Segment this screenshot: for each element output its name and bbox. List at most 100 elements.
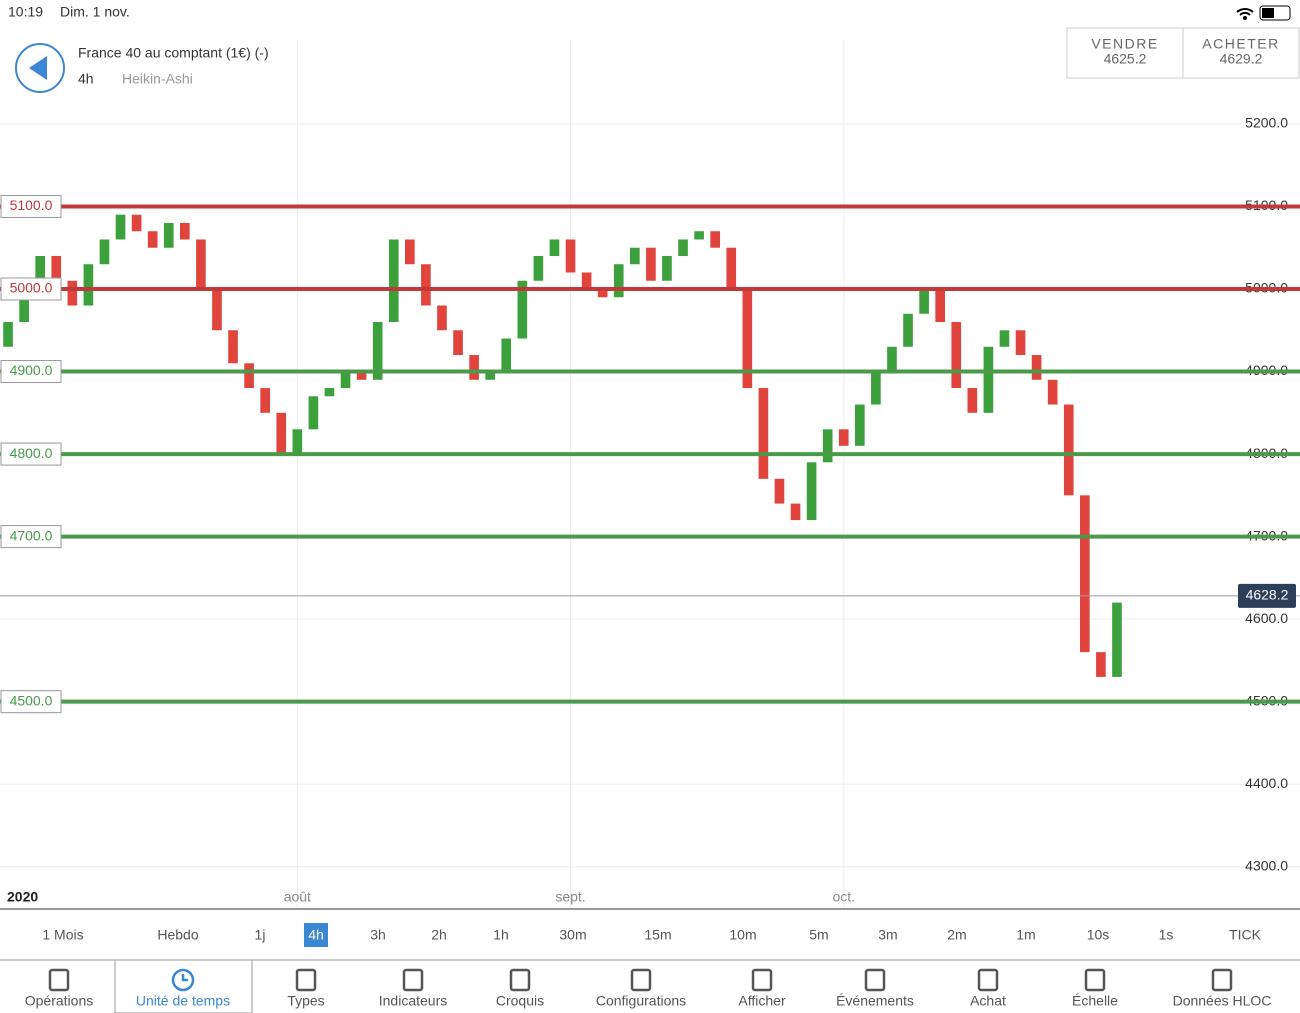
timeframe-option[interactable]: 30m [559, 927, 586, 943]
level-label: 5100.0 [10, 197, 53, 213]
buy-label: ACHETER [1202, 36, 1279, 52]
level-label: 4800.0 [10, 445, 53, 461]
toolbar-label[interactable]: Données HLOC [1173, 993, 1272, 1009]
x-tick-label: oct. [832, 889, 855, 905]
level-label-box [0, 277, 62, 301]
candle [372, 322, 383, 380]
level-label-box [0, 442, 62, 466]
back-button[interactable] [15, 43, 65, 93]
level-label-box [0, 690, 62, 714]
timeframe-option[interactable]: 3h [370, 927, 386, 943]
timeframe-option[interactable]: 1j [255, 927, 266, 943]
wifi-dot [1243, 16, 1247, 20]
candle [308, 396, 319, 430]
battery-icon [1259, 5, 1291, 21]
current-price-label: 4628.2 [1246, 587, 1289, 603]
timeframe-bar: 1 Mois Hebdo 1j 4h 3h 2h 1h 30m 15m 10m 5m 3m 2m 1m 10… [42, 923, 1262, 947]
level-label: 5000.0 [10, 280, 53, 296]
candle [935, 289, 945, 323]
toolbar-label[interactable]: Croquis [496, 993, 544, 1009]
candle [790, 503, 801, 521]
icon [171, 968, 195, 992]
candle [1031, 355, 1042, 380]
icon [509, 968, 531, 992]
timeframe-option[interactable]: 15m [644, 927, 671, 943]
candle [1015, 330, 1026, 356]
candle [806, 462, 817, 521]
icon [1211, 968, 1233, 992]
timeframe-option[interactable]: TICK [1229, 927, 1262, 943]
candle [131, 214, 142, 232]
candle [485, 371, 495, 380]
timeframe-option[interactable]: 3m [878, 927, 897, 943]
toolbar-label[interactable]: Configurations [596, 993, 686, 1009]
candle [1112, 602, 1122, 677]
timeframe-option[interactable]: 2h [431, 927, 447, 943]
icon [295, 968, 317, 992]
candle [1047, 379, 1058, 405]
timeframe-option[interactable]: 2m [947, 927, 966, 943]
candle [822, 429, 833, 463]
candle [469, 355, 479, 380]
timeframe-option[interactable]: 4h [308, 927, 324, 943]
candle [501, 338, 512, 372]
candle [967, 388, 978, 413]
candle [292, 429, 303, 455]
candle [887, 346, 897, 372]
candle [35, 255, 45, 298]
candle [83, 264, 94, 306]
timeframe-option[interactable]: 1 Mois [42, 927, 83, 943]
candle [903, 313, 913, 347]
candle [1080, 495, 1090, 653]
chart: 4300.0 4400.0 4500.0 4600.0 4700.0 4800.0 4900… [0, 40, 1300, 908]
candle [3, 322, 13, 347]
candle [919, 289, 929, 314]
timeframe-option[interactable]: 1m [1016, 927, 1035, 943]
toolbar-label[interactable]: Événements [836, 993, 914, 1009]
x-tick-label: 2020 [7, 889, 38, 905]
candle [662, 255, 672, 281]
candle [838, 429, 849, 446]
toolbar-label[interactable]: Afficher [738, 993, 786, 1009]
buy-button[interactable]: ACHETER 4629.2 [1202, 36, 1279, 67]
current-price-box [1238, 583, 1296, 608]
timeframe: 4h [78, 71, 94, 87]
icon [864, 968, 886, 992]
toolbar-label[interactable]: Indicateurs [379, 993, 447, 1009]
toolbar-label[interactable]: Types [287, 993, 324, 1009]
sell-button[interactable]: VENDRE 4625.2 [1091, 36, 1158, 67]
toolbar: Opérations Unité de temps Types Indicateurs… [25, 959, 1272, 1013]
candle [694, 231, 704, 240]
wifi-icon [1236, 8, 1254, 16]
candle [678, 239, 688, 256]
y-tick-label: 5200.0 [1245, 115, 1288, 131]
timeframe-option[interactable]: 1s [1159, 927, 1174, 943]
candle [51, 255, 62, 281]
toolbar-label[interactable]: Opérations [25, 993, 93, 1009]
candle [421, 264, 431, 306]
timeframe-option[interactable]: 10m [729, 927, 756, 943]
timeframe-selected [304, 923, 328, 947]
timeframe-option[interactable]: 1h [493, 927, 509, 943]
buy-price: 4629.2 [1220, 51, 1263, 67]
candle [147, 231, 158, 248]
timeframe-option[interactable]: Hebdo [157, 927, 198, 943]
status-time: 10:19 [8, 4, 43, 20]
candle [597, 289, 608, 298]
candle [163, 222, 174, 248]
icon [630, 968, 652, 992]
toolbar-label[interactable]: Unité de temps [136, 993, 230, 1009]
candle [99, 239, 110, 265]
level-label: 4900.0 [10, 362, 53, 378]
candle [710, 231, 720, 248]
toolbar-label[interactable]: Achat [970, 993, 1006, 1009]
candle [388, 239, 399, 323]
candle [1063, 404, 1074, 496]
toolbar-label[interactable]: Échelle [1072, 993, 1118, 1009]
candle [115, 214, 126, 240]
timeframe-option[interactable]: 10s [1087, 927, 1110, 943]
y-tick-label: 4300.0 [1245, 857, 1288, 873]
candle [19, 297, 29, 323]
candle [742, 289, 753, 389]
timeframe-option[interactable]: 5m [809, 927, 828, 943]
